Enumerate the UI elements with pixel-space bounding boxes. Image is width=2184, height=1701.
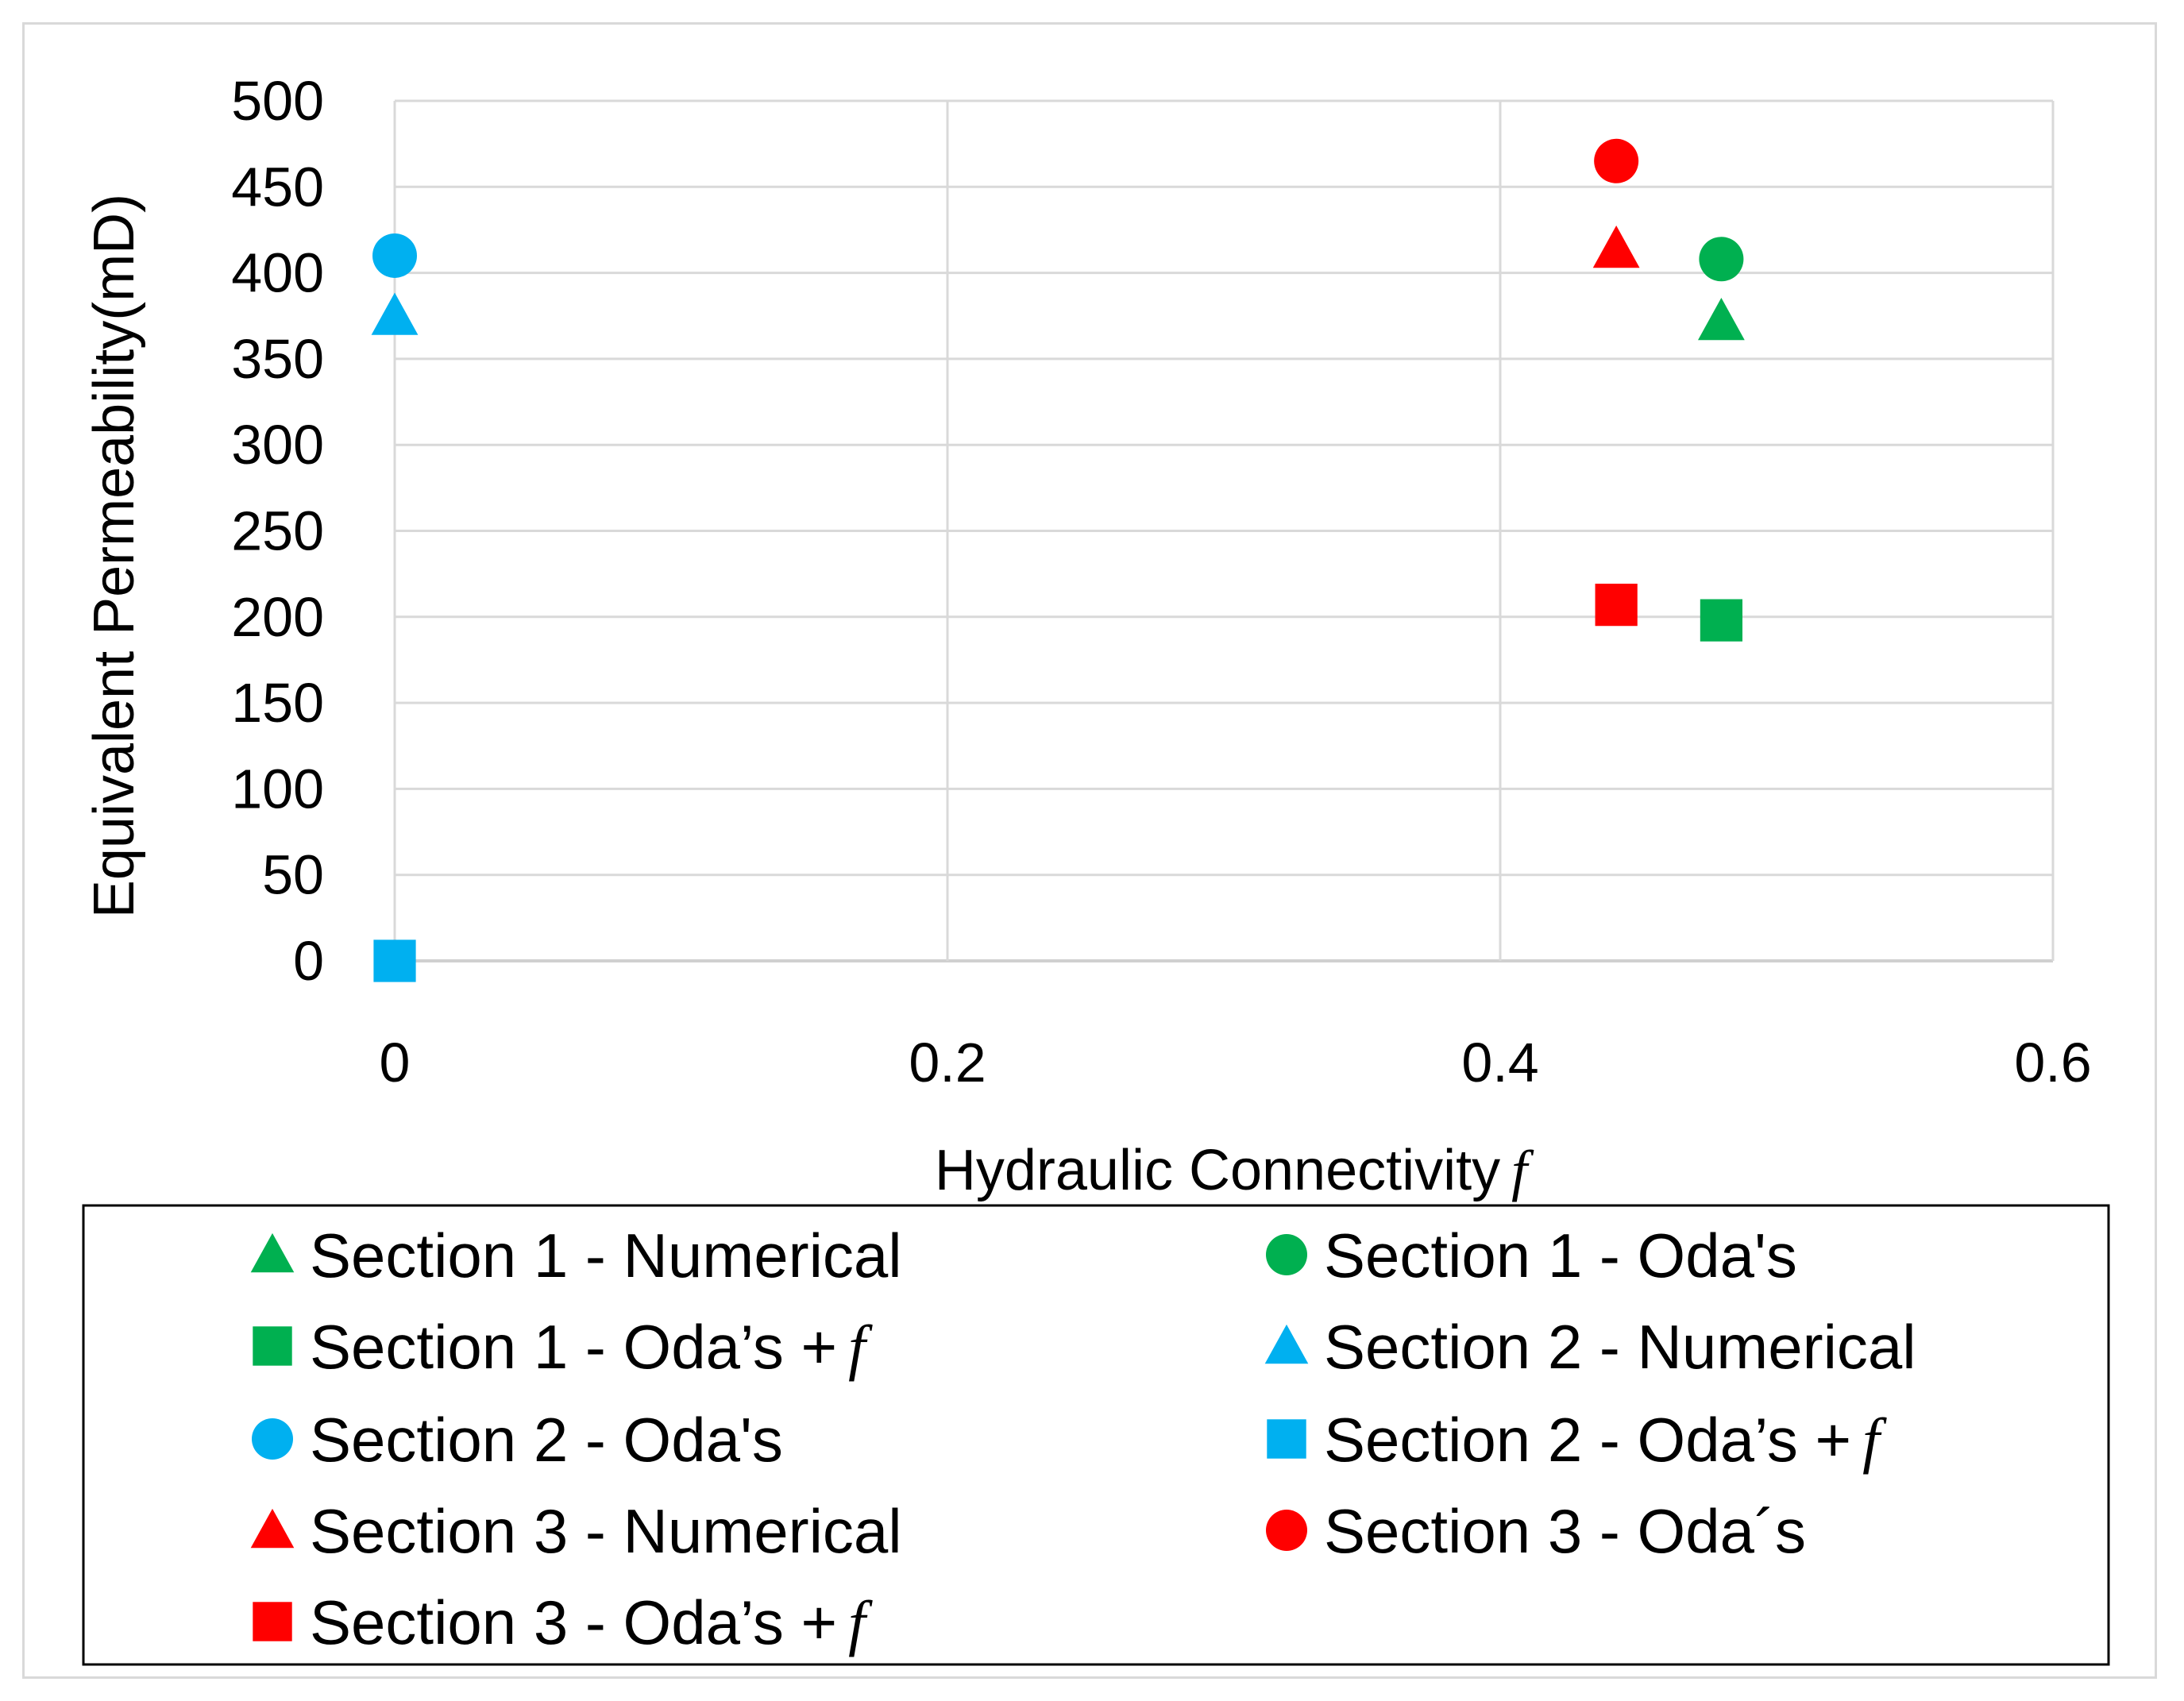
x-axis-title: Hydraulic Connectivity f	[935, 1139, 1534, 1202]
y-tick-label: 50	[262, 844, 324, 906]
legend-entry-label: Section 3 - Oda’s +	[310, 1587, 837, 1657]
legend-marker-square	[253, 1602, 292, 1641]
legend-marker-circle	[252, 1418, 293, 1460]
point-series-8-circle	[1594, 138, 1639, 183]
point-series-2-circle	[1699, 237, 1744, 282]
legend-entry: Section 3 - Numerical	[310, 1496, 902, 1566]
x-axis-title-symbol: f	[1511, 1139, 1534, 1202]
y-tick-label: 450	[231, 156, 324, 218]
y-axis-title: Equivalent Permeability(mD)	[83, 194, 146, 918]
legend-entry-label: Section 3 - Numerical	[310, 1496, 902, 1566]
grid	[393, 99, 2055, 962]
y-tick-label: 150	[231, 672, 324, 734]
point-series-3-square	[1700, 599, 1742, 642]
chart-frame	[22, 22, 2157, 1679]
y-tick-label: 350	[231, 328, 324, 390]
legend-entry: Section 2 - Numerical	[1324, 1312, 1916, 1382]
legend-entry-label: Section 2 - Numerical	[1324, 1312, 1916, 1382]
y-tick-label: 0	[293, 930, 324, 992]
y-tick-label: 250	[231, 500, 324, 562]
point-series-1-triangle	[1698, 297, 1745, 341]
y-axis-ticks: 0 50 100 150 200 250 300 350 400 450 500	[231, 70, 324, 992]
legend: Section 1 - Numerical Section 1 - Oda's Se…	[82, 1204, 2110, 1666]
legend-entry: Section 3 - Oda’s + f	[310, 1587, 873, 1657]
x-tick-label: 0.6	[2014, 1032, 2091, 1094]
legend-entry-label: Section 1 - Numerical	[310, 1221, 902, 1290]
legend-marker-triangle	[1264, 1324, 1309, 1364]
legend-marker-triangle	[250, 1508, 295, 1549]
point-series-9-square	[1595, 584, 1638, 627]
y-tick-label: 100	[231, 758, 324, 820]
legend-entry-label: Section 2 - Oda's	[310, 1405, 783, 1475]
legend-marker-circle	[1266, 1234, 1307, 1275]
y-tick-label: 500	[231, 70, 324, 132]
x-axis-title-text: Hydraulic Connectivity	[935, 1139, 1500, 1202]
legend-entry: Section 1 - Oda’s + f	[310, 1312, 873, 1382]
point-series-7-triangle	[1592, 226, 1640, 268]
legend-entry: Section 3 - Oda´s	[1324, 1496, 1806, 1566]
legend-entry-label: Section 1 - Oda’s +	[310, 1312, 837, 1382]
y-tick-label: 300	[231, 414, 324, 476]
legend-marker-square	[253, 1326, 292, 1366]
legend-marker-square	[1267, 1419, 1306, 1459]
legend-entry: Section 1 - Oda's	[1324, 1221, 1797, 1290]
legend-marker-triangle	[250, 1232, 295, 1273]
data-points	[371, 138, 1745, 982]
y-tick-label: 200	[231, 586, 324, 648]
point-series-4-triangle	[371, 292, 419, 335]
legend-entry: Section 1 - Numerical	[310, 1221, 902, 1290]
x-tick-label: 0.2	[909, 1032, 986, 1094]
legend-entry: Section 2 - Oda's	[310, 1405, 783, 1475]
legend-marker-circle	[1266, 1510, 1307, 1551]
x-tick-label: 0.4	[1461, 1032, 1538, 1094]
legend-entry-label: Section 3 - Oda´s	[1324, 1496, 1806, 1566]
legend-box	[82, 1204, 2110, 1666]
x-tick-label: 0	[380, 1032, 411, 1094]
y-tick-label: 400	[231, 242, 324, 304]
legend-entry: Section 2 - Oda’s + f	[1324, 1405, 1887, 1475]
point-series-6-square	[373, 939, 416, 982]
legend-entry-label: Section 1 - Oda's	[1324, 1221, 1797, 1290]
x-axis-ticks: 0 0.2 0.4 0.6	[380, 1032, 2092, 1094]
legend-entry-label: Section 2 - Oda’s +	[1324, 1405, 1851, 1475]
point-series-5-circle	[372, 233, 417, 278]
